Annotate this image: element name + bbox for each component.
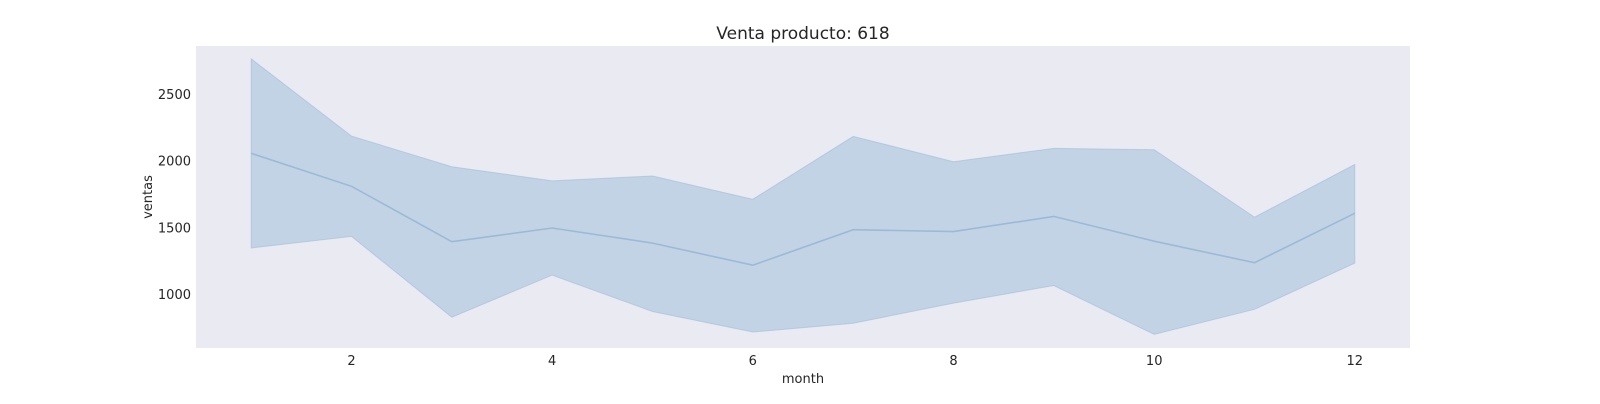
x-tick-label: 12 — [1347, 354, 1364, 369]
chart-title: Venta producto: 618 — [716, 24, 889, 44]
y-tick-label: 1000 — [158, 288, 191, 303]
data-point — [1354, 212, 1356, 214]
x-tick-label: 10 — [1146, 354, 1163, 369]
confidence-band — [250, 57, 1356, 335]
data-point — [1153, 240, 1155, 242]
y-tick-label: 2500 — [158, 88, 191, 103]
series-line — [250, 152, 1356, 267]
data-point — [351, 185, 353, 187]
x-tick-label: 8 — [949, 354, 957, 369]
confidence-band-layer — [250, 57, 1356, 335]
data-point — [852, 229, 854, 231]
x-tick-label: 6 — [749, 354, 757, 369]
data-point — [250, 152, 252, 154]
x-axis-ticks: 2 4 6 8 10 12 — [347, 354, 1363, 369]
x-axis-label: month — [782, 372, 824, 387]
data-point — [953, 231, 955, 233]
x-tick-label: 4 — [548, 354, 556, 369]
series-line-layer — [250, 152, 1356, 267]
data-point — [652, 242, 654, 244]
data-point — [451, 241, 453, 243]
y-tick-label: 1500 — [158, 221, 191, 236]
x-tick-label: 2 — [347, 354, 355, 369]
data-point — [752, 264, 754, 266]
data-point — [1053, 215, 1055, 217]
data-point — [1254, 262, 1256, 264]
y-axis-ticks: 1000 1500 2000 2500 — [158, 88, 191, 303]
y-tick-label: 2000 — [158, 155, 191, 170]
data-point — [551, 227, 553, 229]
y-axis-label: ventas — [141, 175, 156, 219]
